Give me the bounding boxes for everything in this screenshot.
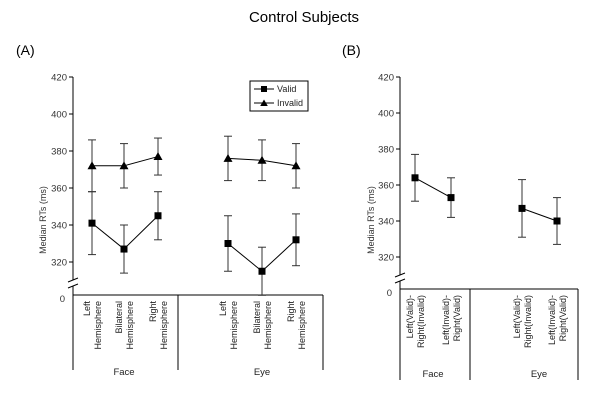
panel-b: (B) Median RTs (ms) 3203403603804004200 … [342,42,579,380]
series-0-point [447,194,455,202]
category-label-left-valid-right-invalid: Left(Valid)-Right(Invalid) [405,295,426,348]
group-label-face: Face [113,367,134,378]
category-label-line: Hemisphere [297,301,307,350]
series-0-point [553,217,561,225]
y-tick-label: 400 [51,110,67,121]
invalid-point [223,153,233,162]
invalid-point [87,161,97,170]
y-tick-label: 360 [378,181,394,192]
y-tick-label: 380 [378,145,394,156]
panel-a-plot-area [87,135,301,296]
panel-b-label: (B) [342,42,361,58]
group-label-face: Face [422,369,443,380]
y-tick-label: 420 [378,73,394,84]
valid-point [154,212,162,220]
category-label-line: Right(Invalid) [523,295,533,348]
category-label-line: Left [218,301,228,317]
category-label-bilateral-hemisphere: BilateralHemisphere [252,301,273,350]
category-label-line: Hemisphere [93,301,103,350]
panel-a-y-axis-label: Median RTs (ms) [38,186,48,254]
category-label-left-invalid-right-valid: Left(Invalid)-Right(Valid) [547,295,568,345]
category-label-left-hemisphere: LeftHemisphere [218,301,239,350]
y-axis-break-mark [394,272,406,284]
invalid-point [153,152,163,161]
category-label-line: Hemisphere [229,301,239,350]
valid-point [88,219,96,227]
series-0-line [414,177,452,199]
category-label-line: Right [286,301,296,323]
group-label-eye: Eye [254,367,270,378]
category-label-line: Right [148,301,158,323]
category-label-line: Left(Valid)- [512,295,522,338]
category-label-right-hemisphere: RightHemisphere [148,301,169,350]
group-label-eye: Eye [531,369,547,380]
valid-line [91,215,159,250]
category-label-line: Left(Invalid)- [547,295,557,345]
series-0-point [411,174,419,182]
category-label-line: Left(Valid)- [405,295,415,338]
y-tick-label: 320 [378,253,394,264]
category-label-line: Left [82,301,92,317]
panel-a-label: (A) [16,42,35,58]
category-label-line: Right(Valid) [558,295,568,341]
invalid-point [119,161,129,170]
category-label-line: Bilateral [252,301,262,334]
category-label-left-valid-right-invalid: Left(Valid)-Right(Invalid) [512,295,533,348]
panel-a: (A) Median RTs (ms) 3203403603804004200 … [16,42,324,378]
figure-title: Control Subjects [249,9,359,26]
y-axis-break-mark [67,277,79,289]
y-tick-label: 340 [51,221,67,232]
valid-point [292,236,300,244]
y-zero-label: 0 [60,294,65,305]
category-label-line: Bilateral [114,301,124,334]
panel-a-y-axis: 320 340 360 380 400 420 0 [51,73,79,305]
invalid-point [257,155,267,164]
invalid-point [291,161,301,170]
legend-invalid-label: Invalid [277,98,303,108]
panel-b-plot-area [411,153,561,245]
legend-valid-marker [261,86,267,92]
legend-valid-label: Valid [277,84,296,94]
category-label-line: Left(Invalid)- [441,295,451,345]
y-tick-label: 380 [51,147,67,158]
y-tick-label: 360 [51,184,67,195]
legend-invalid-marker [260,99,268,106]
category-label-line: Hemisphere [263,301,273,350]
category-label-line: Right(Invalid) [416,295,426,348]
series-0-point [518,204,526,212]
valid-point [120,245,128,253]
panel-b-y-axis-label: Median RTs (ms) [366,186,376,254]
y-tick-label: 340 [378,217,394,228]
category-label-bilateral-hemisphere: BilateralHemisphere [114,301,135,350]
y-tick-label: 400 [378,109,394,120]
y-tick-label: 320 [51,258,67,269]
category-label-line: Hemisphere [159,301,169,350]
category-label-left-invalid-right-valid: Left(Invalid)-Right(Valid) [441,295,462,345]
legend: Valid Invalid [249,80,309,112]
category-label-line: Hemisphere [125,301,135,350]
series-0-line [521,207,558,222]
category-label-left-hemisphere: LeftHemisphere [82,301,103,350]
category-label-line: Right(Valid) [452,295,462,341]
legend-box [249,80,309,112]
y-zero-label: 0 [387,288,392,299]
panel-b-y-axis: 320 340 360 380 400 420 0 [378,73,406,299]
valid-point [258,267,266,275]
y-tick-label: 420 [51,73,67,84]
valid-point [224,240,232,247]
category-label-right-hemisphere: RightHemisphere [286,301,307,350]
